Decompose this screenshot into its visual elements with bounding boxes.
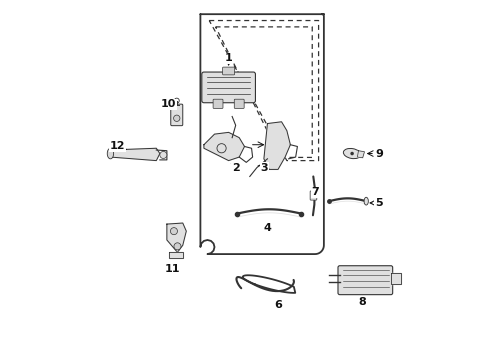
Circle shape xyxy=(174,243,181,250)
Text: 7: 7 xyxy=(310,187,318,197)
Text: 9: 9 xyxy=(374,149,382,158)
Text: 12: 12 xyxy=(109,141,125,152)
FancyBboxPatch shape xyxy=(222,67,234,75)
Polygon shape xyxy=(264,122,290,170)
Text: 11: 11 xyxy=(164,264,180,274)
Ellipse shape xyxy=(364,197,367,205)
Text: 10: 10 xyxy=(161,99,176,109)
Polygon shape xyxy=(390,274,400,284)
Polygon shape xyxy=(203,132,244,161)
Circle shape xyxy=(160,152,166,158)
Ellipse shape xyxy=(343,148,360,159)
Circle shape xyxy=(173,115,180,121)
Circle shape xyxy=(170,228,177,235)
FancyBboxPatch shape xyxy=(170,104,183,126)
Text: 2: 2 xyxy=(231,163,239,173)
Text: 3: 3 xyxy=(260,163,267,173)
Circle shape xyxy=(349,152,353,155)
Polygon shape xyxy=(169,252,183,258)
Polygon shape xyxy=(110,148,160,161)
Polygon shape xyxy=(357,151,364,158)
Text: 5: 5 xyxy=(374,198,382,208)
FancyBboxPatch shape xyxy=(213,99,223,108)
FancyBboxPatch shape xyxy=(234,99,244,108)
Text: 1: 1 xyxy=(224,53,232,63)
FancyBboxPatch shape xyxy=(309,191,316,200)
Text: 8: 8 xyxy=(358,297,366,307)
Text: 4: 4 xyxy=(263,222,271,233)
Text: 6: 6 xyxy=(273,300,282,310)
FancyBboxPatch shape xyxy=(337,266,392,294)
Polygon shape xyxy=(166,223,186,252)
Ellipse shape xyxy=(107,148,113,159)
FancyBboxPatch shape xyxy=(202,72,255,103)
